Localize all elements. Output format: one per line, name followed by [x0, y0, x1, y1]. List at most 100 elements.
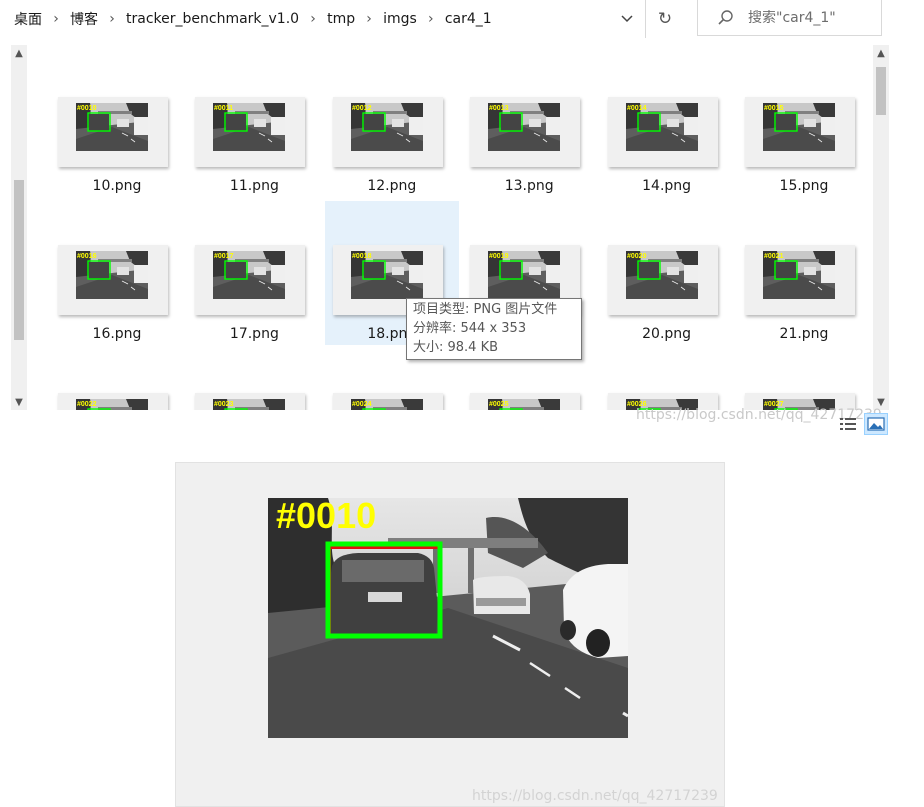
- breadcrumb-item-blog[interactable]: 博客: [70, 12, 98, 28]
- watermark: https://blog.csdn.net/qq_42717239: [636, 407, 882, 423]
- search-box[interactable]: [697, 0, 882, 36]
- file-item[interactable]: #0020 20.png: [600, 201, 734, 345]
- file-tooltip: 项目类型: PNG 图片文件 分辨率: 544 x 353 大小: 98.4 K…: [406, 298, 582, 360]
- file-thumbnail: #0019: [470, 245, 581, 315]
- divider: [645, 0, 646, 38]
- file-thumbnail: #0018: [332, 245, 443, 315]
- thumbnail-image: #0023: [213, 399, 286, 410]
- watermark: https://blog.csdn.net/qq_42717239: [472, 788, 718, 804]
- left-scrollbar[interactable]: ▲ ▼: [11, 45, 27, 410]
- file-name: 12.png: [367, 178, 417, 194]
- svg-text:#0013: #0013: [489, 105, 509, 112]
- breadcrumb-item-desktop[interactable]: 桌面: [14, 12, 42, 28]
- tooltip-type: 项目类型: PNG 图片文件: [413, 302, 558, 317]
- file-item[interactable]: #0023: [187, 349, 321, 410]
- svg-text:#0022: #0022: [77, 401, 97, 408]
- file-name: 16.png: [92, 326, 142, 342]
- svg-text:#0012: #0012: [352, 105, 372, 112]
- chevron-right-icon[interactable]: ›: [53, 11, 59, 27]
- file-name: 20.png: [642, 326, 692, 342]
- thumbnail-image: #0015: [763, 103, 835, 151]
- file-item[interactable]: #0016 16.png: [50, 201, 184, 345]
- file-grid: #0010 10.png #0011 11.png #0012 12.png #0013 13…: [28, 45, 873, 410]
- file-item[interactable]: #0012 12.png: [325, 53, 459, 197]
- file-name: 11.png: [229, 178, 279, 194]
- file-thumbnail: #0012: [332, 97, 443, 167]
- file-name: 18.png: [367, 326, 417, 342]
- chevron-right-icon[interactable]: ›: [428, 11, 434, 27]
- file-name: 14.png: [642, 178, 692, 194]
- file-item[interactable]: #0025: [462, 349, 596, 410]
- address-history-button[interactable]: [612, 4, 642, 34]
- file-thumbnail: #0014: [607, 97, 718, 167]
- file-thumbnail: #0016: [58, 245, 168, 315]
- file-thumbnail: #0026: [607, 393, 718, 410]
- file-item[interactable]: #0017 17.png: [187, 201, 321, 345]
- file-thumbnail: #0010: [58, 97, 168, 167]
- file-item[interactable]: #0021 21.png: [737, 201, 871, 345]
- large-icons-view-icon: [867, 417, 885, 431]
- right-scrollbar[interactable]: ▲ ▼: [873, 45, 889, 410]
- svg-text:#0015: #0015: [764, 105, 784, 112]
- breadcrumb-item-tracker[interactable]: tracker_benchmark_v1.0: [126, 11, 300, 27]
- chevron-right-icon[interactable]: ›: [109, 11, 115, 27]
- file-thumbnail: #0027: [745, 393, 855, 410]
- file-item[interactable]: #0014 14.png: [600, 53, 734, 197]
- chevron-right-icon[interactable]: ›: [310, 11, 316, 27]
- file-thumbnail: #0021: [745, 245, 855, 315]
- thumbnail-image: #0011: [213, 103, 286, 151]
- svg-text:#0016: #0016: [77, 253, 97, 260]
- file-thumbnail: #0023: [195, 393, 306, 410]
- breadcrumb-item-tmp[interactable]: tmp: [327, 11, 356, 27]
- thumbnail-image: #0017: [213, 251, 286, 299]
- file-thumbnail: #0022: [58, 393, 168, 410]
- file-item[interactable]: #001919.png: [462, 201, 596, 345]
- file-item[interactable]: #0011 11.png: [187, 53, 321, 197]
- thumbnail-image: #0010: [76, 103, 148, 151]
- file-item[interactable]: #0013 13.png: [462, 53, 596, 197]
- file-thumbnail: #0024: [332, 393, 443, 410]
- file-item[interactable]: #0015 15.png: [737, 53, 871, 197]
- file-item[interactable]: #0022: [50, 349, 184, 410]
- scroll-down-icon[interactable]: ▼: [877, 396, 885, 408]
- svg-text:#0021: #0021: [764, 253, 784, 260]
- file-thumbnail: #0011: [195, 97, 306, 167]
- preview-frame-label: #0010: [276, 498, 376, 536]
- file-item[interactable]: #0026: [600, 349, 734, 410]
- svg-text:#0020: #0020: [627, 253, 647, 260]
- scroll-down-icon[interactable]: ▼: [15, 396, 23, 408]
- file-thumbnail: #0017: [195, 245, 306, 315]
- file-name: 10.png: [92, 178, 142, 194]
- svg-text:#0018: #0018: [352, 253, 372, 260]
- svg-text:#0019: #0019: [489, 253, 509, 260]
- tooltip-size: 大小: 98.4 KB: [413, 340, 499, 355]
- large-icons-view-button[interactable]: [864, 413, 888, 435]
- file-thumbnail: #0013: [470, 97, 581, 167]
- thumbnail-image: #0012: [350, 103, 423, 151]
- scrollbar-thumb[interactable]: [876, 67, 886, 115]
- details-view-icon: [840, 418, 856, 430]
- refresh-button[interactable]: ↻: [650, 4, 680, 34]
- search-input[interactable]: [748, 9, 878, 26]
- file-name: 21.png: [779, 326, 829, 342]
- thumbnail-image: #0025: [488, 399, 561, 410]
- thumbnail-image: #0016: [76, 251, 148, 299]
- scroll-up-icon[interactable]: ▲: [15, 47, 23, 59]
- search-icon: [718, 9, 733, 25]
- svg-text:#0026: #0026: [627, 401, 647, 408]
- file-item[interactable]: #0027: [737, 349, 871, 410]
- file-thumbnail: #0015: [745, 97, 855, 167]
- scrollbar-thumb[interactable]: [14, 180, 24, 340]
- tooltip-dims: 分辨率: 544 x 353: [413, 321, 527, 336]
- svg-text:#0014: #0014: [627, 105, 647, 112]
- details-view-button[interactable]: [838, 414, 858, 434]
- file-item[interactable]: #0024: [325, 349, 459, 410]
- file-item[interactable]: #0010 10.png: [50, 53, 184, 197]
- chevron-right-icon[interactable]: ›: [366, 11, 372, 27]
- scroll-up-icon[interactable]: ▲: [877, 47, 885, 59]
- breadcrumb-item-car4-1[interactable]: car4_1: [444, 11, 492, 27]
- thumbnail-image: #0018: [350, 251, 423, 299]
- thumbnail-image: #0022: [76, 399, 148, 410]
- svg-text:#0010: #0010: [77, 105, 97, 112]
- breadcrumb-item-imgs[interactable]: imgs: [383, 11, 417, 27]
